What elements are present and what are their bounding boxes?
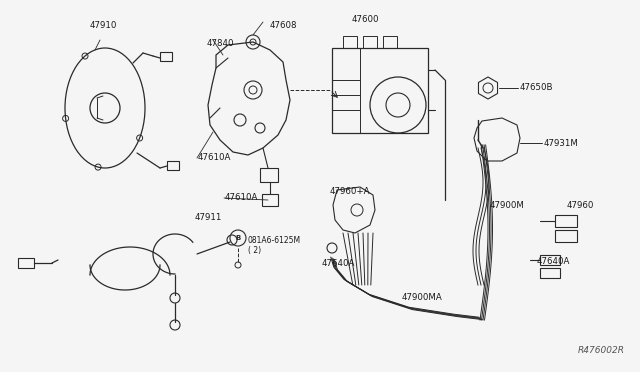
Text: 47910: 47910 xyxy=(90,22,116,31)
Text: R476002R: R476002R xyxy=(578,346,625,355)
Text: 47640A: 47640A xyxy=(322,259,355,267)
Text: 47610A: 47610A xyxy=(198,154,232,163)
Bar xyxy=(160,52,172,61)
Bar xyxy=(383,36,397,48)
Bar xyxy=(343,36,357,48)
Text: 47911: 47911 xyxy=(195,214,222,222)
Text: 47600: 47600 xyxy=(351,16,379,25)
Bar xyxy=(262,194,278,206)
Text: 47640A: 47640A xyxy=(537,257,570,266)
Bar xyxy=(555,215,577,227)
Text: 47840: 47840 xyxy=(206,39,234,48)
Text: 081A6-6125M
( 2): 081A6-6125M ( 2) xyxy=(248,236,301,256)
Bar xyxy=(555,230,577,242)
Text: 47900M: 47900M xyxy=(490,201,525,209)
Text: 47960: 47960 xyxy=(567,201,595,209)
Text: 47960+A: 47960+A xyxy=(330,187,371,196)
Text: 47931M: 47931M xyxy=(544,138,579,148)
Bar xyxy=(167,161,179,170)
Text: 47610A: 47610A xyxy=(225,193,259,202)
Text: 47900MA: 47900MA xyxy=(402,294,443,302)
Bar xyxy=(540,268,560,278)
Bar xyxy=(540,255,560,265)
Text: 47608: 47608 xyxy=(269,22,297,31)
Text: 47650B: 47650B xyxy=(520,83,554,93)
Bar xyxy=(18,258,34,268)
Bar xyxy=(260,168,278,182)
Text: B: B xyxy=(236,235,241,241)
Bar xyxy=(332,48,428,133)
Bar xyxy=(363,36,377,48)
